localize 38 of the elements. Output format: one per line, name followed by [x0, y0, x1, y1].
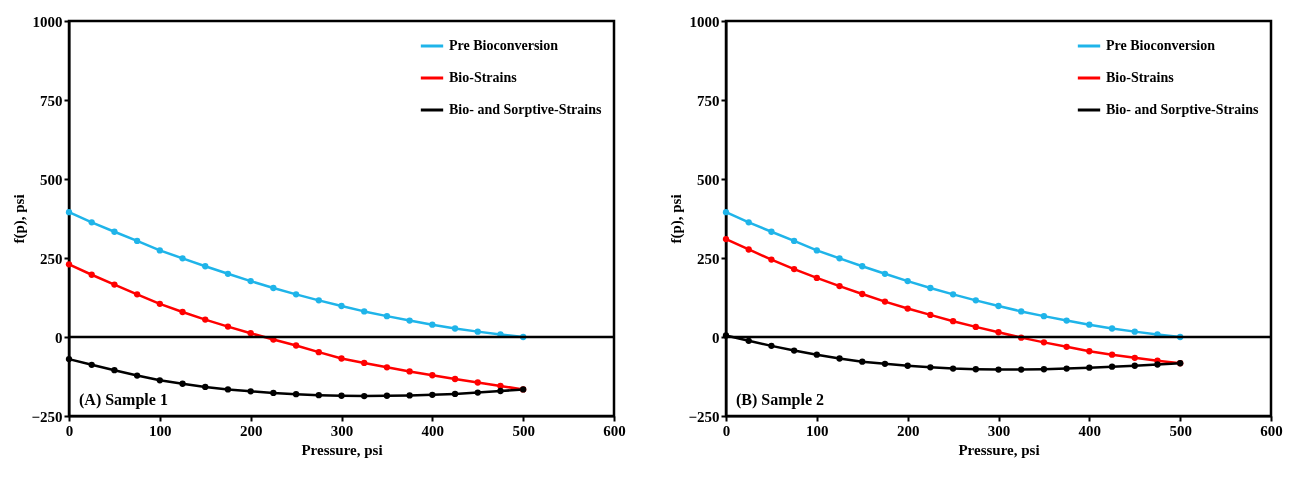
x-tick-label: 200 — [239, 422, 263, 439]
y-tick-label: 500 — [697, 171, 720, 188]
legend-label: Bio- and Sorptive-Strains — [449, 102, 603, 117]
x-tick-label: 100 — [149, 422, 172, 439]
x-tick-label: 400 — [1078, 422, 1102, 439]
y-tick-label: 250 — [40, 250, 63, 267]
x-tick-label: 0 — [722, 422, 731, 439]
legend-label: Pre Bioconversion — [1106, 38, 1216, 53]
annotation: (A) Sample 1 — [79, 391, 168, 409]
y-axis-title: f(p), psi — [668, 194, 686, 244]
x-tick-label: 500 — [512, 422, 535, 439]
x-tick-label: 600 — [603, 422, 626, 439]
y-tick-label: 1000 — [689, 13, 720, 30]
y-tick-label: 750 — [697, 92, 720, 109]
annotation: (B) Sample 2 — [736, 391, 824, 409]
x-tick-label: 0 — [65, 422, 74, 439]
y-tick-label: 0 — [55, 329, 63, 346]
x-tick-label: 300 — [330, 422, 354, 439]
legend-label: Bio- and Sorptive-Strains — [1106, 102, 1260, 117]
legend-label: Bio-Strains — [1106, 70, 1175, 85]
y-tick-label: 500 — [40, 171, 63, 188]
y-tick-label: 750 — [40, 92, 63, 109]
x-tick-label: 100 — [806, 422, 829, 439]
legend-label: Pre Bioconversion — [449, 38, 559, 53]
y-tick-label: 250 — [697, 250, 720, 267]
y-tick-label: −250 — [688, 408, 720, 425]
x-tick-label: 600 — [1260, 422, 1283, 439]
x-tick-label: 400 — [421, 422, 445, 439]
legend-label: Bio-Strains — [449, 70, 518, 85]
x-axis-title: Pressure, psi — [301, 441, 383, 458]
y-axis-title: f(p), psi — [11, 194, 29, 244]
y-tick-label: 0 — [712, 329, 720, 346]
x-axis-title: Pressure, psi — [958, 441, 1040, 458]
x-tick-label: 200 — [896, 422, 920, 439]
x-tick-label: 300 — [987, 422, 1011, 439]
y-tick-label: 1000 — [32, 13, 63, 30]
x-tick-label: 500 — [1169, 422, 1192, 439]
y-tick-label: −250 — [31, 408, 63, 425]
